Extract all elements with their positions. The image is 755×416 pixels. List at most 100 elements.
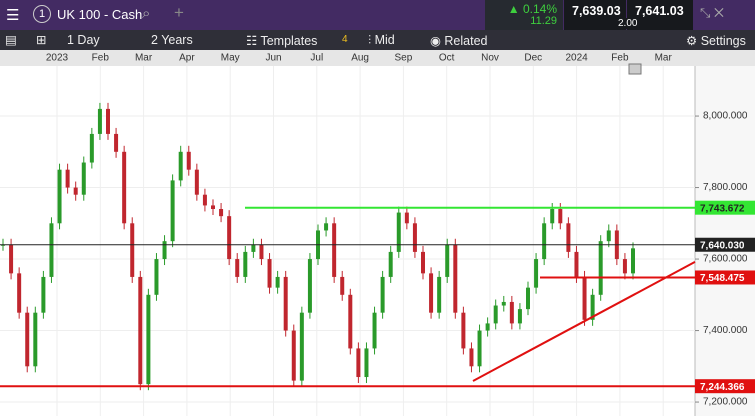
candle	[81, 162, 86, 195]
header-bar: ☰ 1 UK 100 - Cash ⌕ + ▲ 0.14% 11.29 7,63…	[0, 0, 755, 30]
candle	[146, 294, 151, 385]
candle	[453, 244, 458, 313]
x-tick-label: Sep	[395, 53, 413, 64]
level-badge	[695, 200, 755, 215]
x-tick-label: Jun	[265, 53, 281, 64]
change-box: ▲ 0.14% 11.29	[485, 0, 563, 30]
candle	[251, 244, 256, 252]
candle	[211, 205, 215, 210]
candle	[17, 273, 22, 313]
candle	[130, 223, 135, 277]
change-pct: ▲ 0.14%	[507, 2, 557, 16]
layout-icon[interactable]: ⊞	[36, 33, 47, 47]
candle	[178, 151, 183, 181]
time-axis	[0, 50, 755, 66]
candle	[461, 312, 466, 349]
candle	[590, 294, 595, 320]
candle	[219, 209, 224, 217]
menu-icon[interactable]: ☰	[6, 7, 20, 24]
candle	[202, 194, 207, 206]
x-tick-label: Mar	[135, 53, 153, 64]
x-tick-label: 2024	[565, 53, 588, 64]
candle	[332, 223, 337, 277]
candle	[122, 151, 127, 224]
related[interactable]: ◉ Related	[430, 34, 488, 48]
add-icon[interactable]: +	[174, 3, 184, 22]
candle	[598, 241, 603, 295]
candle	[437, 276, 442, 313]
candle	[170, 180, 175, 242]
search-icon[interactable]: ⌕	[142, 5, 151, 22]
candle	[469, 348, 474, 367]
instrument[interactable]: UK 100 - Cash	[57, 7, 143, 22]
templates-count: 4	[342, 34, 348, 45]
price-type[interactable]: ⫶ Mid	[368, 33, 395, 47]
level-badge	[695, 237, 755, 252]
candle	[404, 212, 409, 224]
candle	[348, 294, 353, 349]
buy-price: 7,641.03	[635, 4, 684, 18]
candle	[324, 223, 329, 231]
candle	[542, 223, 547, 260]
candle	[445, 244, 450, 277]
candle	[307, 259, 312, 313]
settings[interactable]: ⚙ Settings	[686, 34, 746, 48]
x-tick-label: Oct	[439, 53, 455, 64]
interval[interactable]: 1 Day	[67, 33, 100, 47]
candle	[57, 169, 62, 224]
level-label: 7,548.475	[700, 273, 745, 284]
scroll-marker[interactable]	[628, 63, 642, 75]
level-badge	[695, 270, 755, 285]
templates-text: Templates	[260, 34, 318, 48]
range[interactable]: 2 Years	[151, 33, 193, 47]
candle	[606, 230, 611, 242]
sell-box[interactable]: 7,639.03	[564, 0, 626, 30]
y-tick-label: 7,400.000	[703, 325, 748, 336]
x-tick-label: Apr	[179, 53, 195, 64]
candle	[622, 259, 627, 274]
level-label: 7,244.366	[700, 382, 745, 393]
related-text: Related	[444, 34, 488, 48]
y-tick-label: 7,200.000	[703, 397, 748, 408]
candle	[517, 309, 522, 324]
x-tick-label: Nov	[481, 53, 499, 64]
x-tick-label: Mar	[655, 53, 673, 64]
settings-text: Settings	[700, 34, 746, 48]
candle	[509, 301, 514, 324]
candle	[364, 348, 369, 378]
candle	[291, 330, 296, 381]
candle	[356, 348, 361, 378]
window-icons[interactable]: ⤡ ✕	[700, 5, 724, 20]
candle	[558, 209, 563, 224]
templates[interactable]: ☷ Templates	[246, 34, 318, 48]
level-badge	[695, 379, 755, 394]
candle	[501, 301, 506, 306]
candle	[582, 276, 587, 320]
change-pct-text: 0.14%	[522, 2, 557, 16]
candle	[235, 259, 240, 277]
x-tick-label: Feb	[92, 53, 110, 64]
y-tick-label: 7,800.000	[703, 182, 748, 193]
panel-icon[interactable]: ▤	[5, 33, 17, 47]
candle	[73, 187, 78, 195]
level-label: 7,640.030	[700, 240, 745, 251]
candle	[421, 251, 425, 274]
candle	[9, 244, 14, 274]
candle	[396, 212, 401, 252]
candle	[1, 244, 5, 246]
candle	[114, 133, 119, 152]
candle	[49, 223, 54, 277]
candle	[340, 276, 345, 295]
candle	[631, 248, 635, 274]
candle	[275, 276, 280, 288]
candle	[574, 251, 579, 277]
sell-price: 7,639.03	[572, 4, 621, 18]
candle	[89, 133, 94, 163]
tab-number[interactable]: 1	[33, 5, 51, 23]
y-tick-label: 7,600.000	[703, 254, 748, 265]
candle	[259, 244, 264, 260]
x-tick-label: Aug	[351, 53, 369, 64]
x-tick-label: 2023	[46, 53, 69, 64]
candle	[25, 312, 30, 367]
